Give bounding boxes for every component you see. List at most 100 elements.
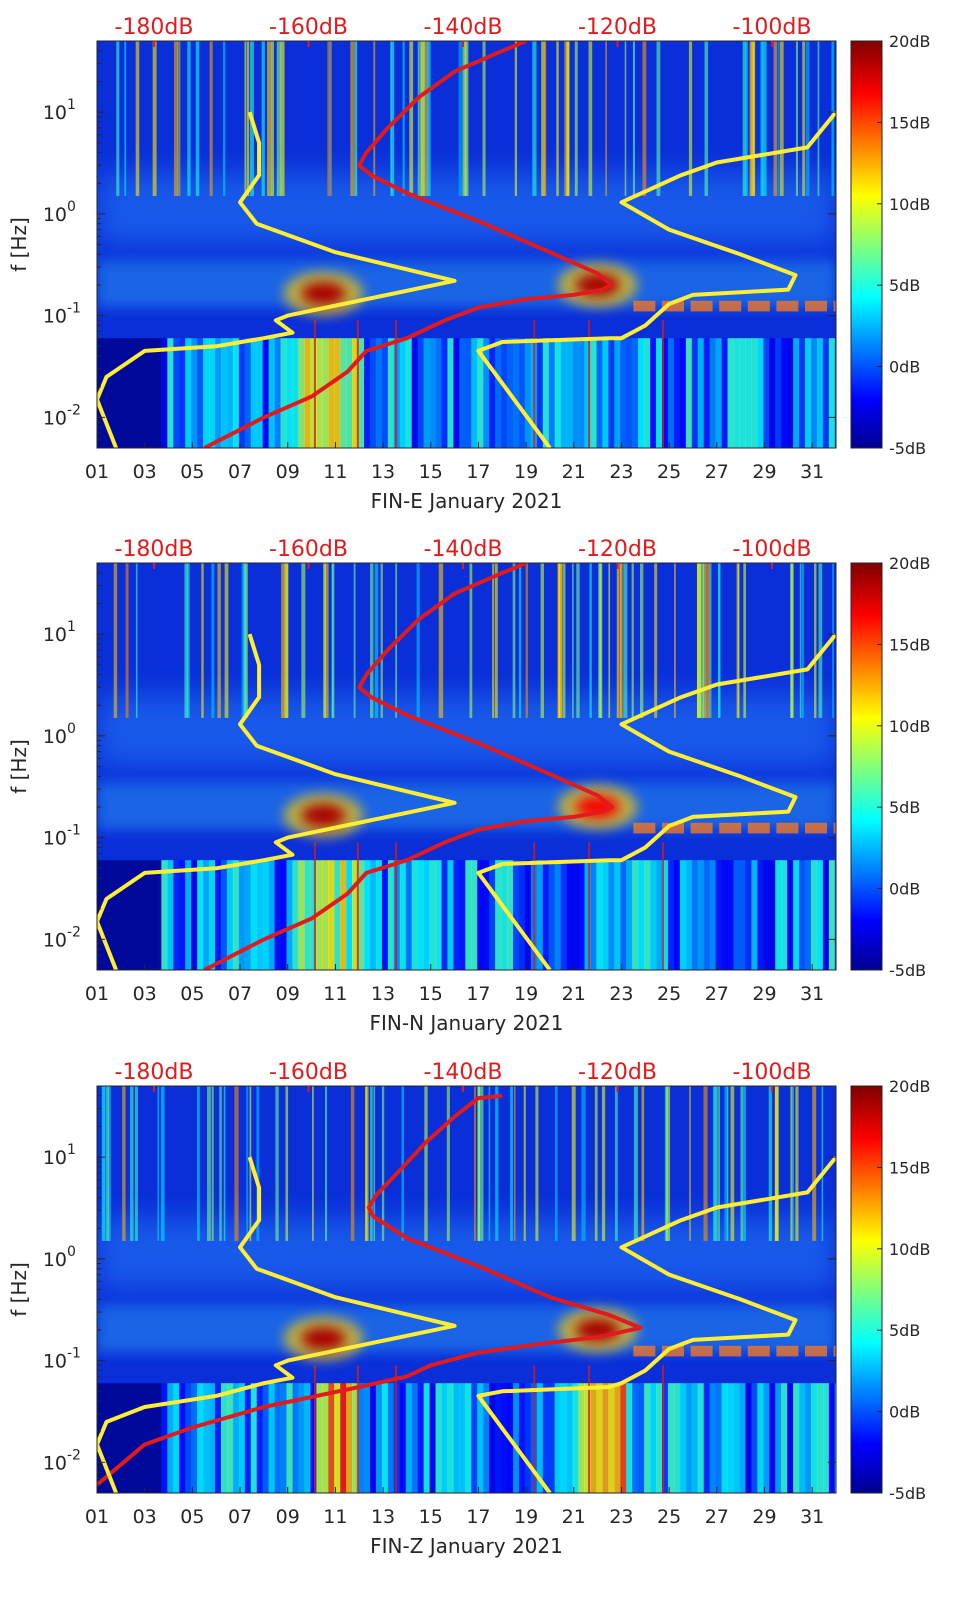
spectrum-column [375, 338, 383, 448]
streak [554, 1086, 558, 1241]
spectrum-column [334, 1383, 341, 1493]
spectrum-column [679, 860, 687, 970]
spectrum-column [608, 1383, 615, 1493]
streak [113, 563, 118, 718]
streak [417, 41, 420, 196]
spectrum-column [548, 338, 556, 448]
colorbar-tick-label: 10dB [889, 717, 931, 736]
spectrum-column [334, 860, 341, 970]
streak [588, 41, 593, 196]
streak [519, 563, 522, 718]
spectrum-column [667, 860, 675, 970]
spectrum-column [828, 860, 836, 970]
spectrum-column [250, 860, 258, 970]
streak [173, 41, 178, 196]
streak [688, 41, 693, 196]
spectrum-column [352, 338, 359, 448]
top-axis-label: -180dB [115, 1060, 194, 1085]
streak [512, 563, 516, 718]
spectrum-column [280, 338, 288, 448]
spectrum-column [834, 338, 836, 448]
streak [402, 41, 405, 196]
y-tick-label: 10 [43, 624, 67, 646]
spectrum-column [232, 338, 240, 448]
streak [805, 41, 810, 196]
overlay-curve-1 [203, 563, 614, 970]
spectrum-column [679, 338, 687, 448]
streak [700, 563, 704, 718]
streak [801, 563, 804, 718]
spectrum-column [739, 860, 746, 970]
spectrum-column [220, 338, 228, 448]
spectrum-column [673, 860, 681, 970]
x-tick-label: 05 [180, 461, 204, 483]
colorbar-tick-label: 5dB [889, 1321, 920, 1340]
spectrum-column [358, 860, 365, 970]
spectrum-column [656, 338, 663, 448]
spectrum-column [518, 338, 526, 448]
streak [323, 563, 326, 718]
streak [614, 1086, 618, 1241]
streak [510, 1086, 513, 1241]
streak [223, 41, 226, 196]
y-tick-exponent: 0 [67, 1244, 76, 1260]
top-axis-label: -160dB [269, 1060, 348, 1085]
overlay-curve-2 [97, 1156, 457, 1493]
streak [329, 41, 331, 196]
streak [125, 563, 129, 718]
microseism-band [97, 260, 836, 308]
spectrum-column [691, 1383, 699, 1493]
x-tick-label: 17 [466, 461, 490, 483]
streak [702, 563, 707, 718]
spectrum-column [590, 338, 597, 448]
spectrum-column [763, 1383, 770, 1493]
streak [261, 41, 265, 196]
streak [821, 1086, 824, 1241]
streak [576, 563, 580, 718]
streak [736, 563, 739, 718]
spectrum-column [167, 1383, 174, 1493]
x-tick-label: 09 [276, 983, 300, 1005]
spike [313, 1365, 316, 1493]
streak [777, 41, 780, 196]
streak [312, 1086, 314, 1241]
streak [709, 563, 712, 718]
spectrum-column [620, 1383, 627, 1493]
x-axis-label: FIN-Z January 2021 [370, 1534, 563, 1558]
streak [817, 41, 820, 196]
x-tick-label: 27 [705, 461, 729, 483]
y-tick-label: 10 [43, 407, 67, 429]
spectrum-column [226, 860, 234, 970]
streak [211, 563, 215, 718]
spectrum-column [226, 338, 234, 448]
y-tick-label: 10 [43, 204, 67, 226]
x-tick-label: 29 [752, 461, 776, 483]
spectrum-column [286, 1383, 293, 1493]
spectrum-column [566, 338, 574, 448]
streak [446, 1086, 450, 1241]
y-tick-exponent: -1 [67, 301, 81, 317]
colorbar [850, 562, 883, 971]
top-axis-label: -100dB [733, 1060, 812, 1085]
spectrum-column [793, 338, 800, 448]
top-axis-label: -180dB [115, 537, 194, 562]
spectrum-column [822, 860, 830, 970]
streak [186, 563, 190, 718]
spectrum-column [572, 860, 580, 970]
microseism-band [97, 1305, 836, 1353]
spectrum-column [483, 860, 490, 970]
spectrum-column [209, 1383, 216, 1493]
spectrum-column [238, 1383, 246, 1493]
spectrum-column [387, 860, 395, 970]
spectrum-column [775, 860, 782, 970]
spectrum-column [274, 1383, 282, 1493]
hotspot [575, 795, 620, 818]
spectrum-column [483, 338, 490, 448]
spectrum-column [232, 860, 240, 970]
streak [267, 41, 272, 196]
panel-fin-n: 01 03 05 07 09 11 13 15 17 19 21 23 25 27 29 3110-210-1… [7, 537, 931, 1035]
spike [313, 842, 316, 970]
streak [768, 1086, 772, 1241]
streak [745, 41, 748, 196]
spectrum-column [268, 338, 276, 448]
